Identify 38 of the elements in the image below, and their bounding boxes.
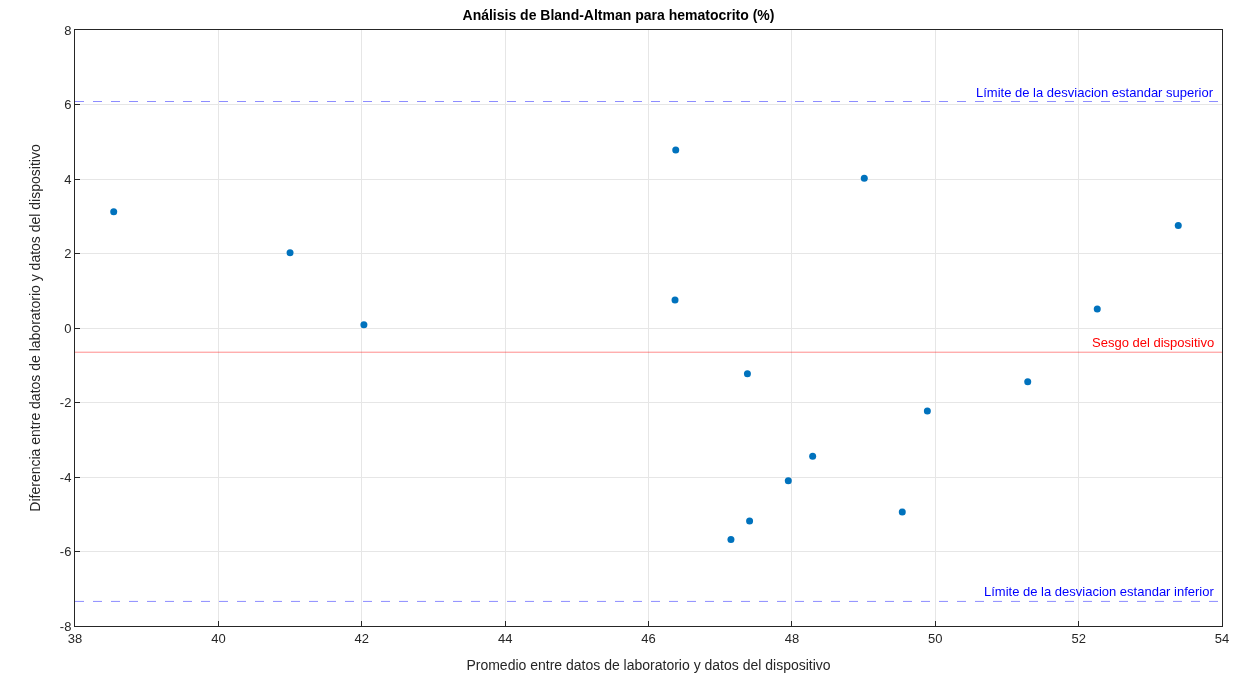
point (360, 321, 368, 329)
point (860, 174, 868, 182)
point (923, 407, 931, 415)
x-tick-label: 42 (354, 630, 369, 646)
x-tick-label: 52 (1071, 630, 1086, 646)
y-tick-label: 4 (64, 171, 72, 187)
point (809, 452, 817, 460)
y-tick-label: -2 (59, 395, 72, 411)
y-tick-label: -4 (59, 469, 72, 485)
point (671, 296, 679, 304)
point (727, 536, 735, 544)
x-axis-title: Promedio entre datos de laboratorio y datos del dispositivo (466, 656, 831, 673)
y-tick-label: 0 (64, 320, 72, 336)
point (1024, 378, 1032, 386)
x-tick-label: 50 (928, 630, 943, 646)
point (743, 370, 751, 378)
x-tick-label: 48 (784, 630, 800, 646)
point (110, 208, 118, 216)
y-axis-title: Diferencia entre datos de laboratorio y datos del dispositivo (27, 144, 44, 512)
point (672, 146, 680, 154)
ref-line-label: Límite de la desviacion estandar inferior (984, 584, 1215, 599)
point (1174, 222, 1182, 230)
point (286, 249, 294, 257)
point (1093, 305, 1101, 313)
x-tick-label: 40 (211, 630, 226, 646)
point (746, 517, 754, 525)
ref-line-label: Límite de la desviacion estandar superior (976, 85, 1214, 100)
x-tick-label: 46 (641, 630, 656, 646)
y-tick-label: -6 (59, 544, 72, 560)
chart-title: Análisis de Bland-Altman para hematocrito (%) (462, 6, 775, 23)
y-tick-label: 6 (64, 97, 72, 113)
point (898, 508, 906, 516)
ref-line-label: Sesgo del dispositivo (1092, 335, 1215, 350)
y-tick-label: 8 (64, 22, 72, 38)
x-tick-label: 54 (1214, 630, 1230, 646)
y-tick-label: 2 (64, 246, 72, 262)
point (784, 477, 792, 485)
x-tick-label: 44 (497, 630, 513, 646)
